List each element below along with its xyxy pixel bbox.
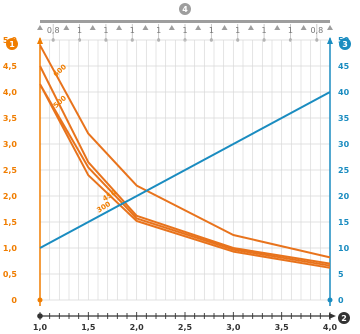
label-group: 1,0 1,5 2,0 2,5 3,0 3,5 4,0 0 0,5 1,0 1,5 2,0 2,5 3,0… [3, 36, 350, 332]
support-triangle [221, 25, 228, 30]
y-left-axis-arrow [37, 37, 43, 44]
span-bar-line [40, 20, 330, 23]
support-triangle [63, 25, 70, 30]
y-right-tick-label: 5 [338, 270, 344, 279]
series-line-500 [39, 65, 331, 265]
span-label: 1 [209, 26, 214, 35]
span-label: 0,8 [310, 26, 323, 35]
badge-x-label: 2 [341, 314, 347, 323]
badge-y-right-label: 3 [342, 40, 348, 49]
support-triangle [116, 25, 123, 30]
y-left-tick-label: 1,0 [3, 244, 18, 253]
support-triangle [300, 25, 307, 30]
x-tick-label: 1,0 [33, 323, 48, 332]
badge-x-circle [338, 312, 350, 324]
y-right-tick-label: 10 [338, 244, 350, 253]
span-label: 1 [130, 26, 135, 35]
span-label: 1 [288, 26, 293, 35]
support-triangle [195, 25, 202, 30]
support-triangle [274, 25, 281, 30]
y-left-tick-label: 2,0 [3, 192, 18, 201]
x-tick-label: 1,5 [81, 323, 96, 332]
badge-y-left-circle [6, 38, 18, 50]
support-triangle [327, 25, 333, 30]
badge-group: 4 1 3 2 [6, 3, 351, 324]
y-left-tick-label: 4,5 [3, 62, 18, 71]
span-label: 1 [156, 26, 161, 35]
series-line-right-axis [39, 91, 331, 249]
y-left-tick-label: 4,0 [3, 88, 18, 97]
x-tick-label: 4,0 [323, 323, 338, 332]
y-left-tick-label: 3,5 [3, 114, 18, 123]
y-left-zero-dot [37, 297, 43, 303]
axes [37, 37, 336, 320]
span-label: 1 [103, 26, 108, 35]
x-tick-label: 3,0 [226, 323, 241, 332]
support-triangle [89, 25, 96, 30]
x-axis-arrow [329, 313, 336, 319]
y-right-tick-label: 15 [338, 218, 350, 227]
span-bar: 0,8 1 1 1 1 1 1 1 1 1 0,8 [37, 20, 333, 42]
series-line-600 [39, 44, 331, 259]
span-label: 0,8 [47, 26, 60, 35]
y-right-tick-label: 20 [338, 192, 350, 201]
span-label: 1 [182, 26, 187, 35]
y-left-tick-label: 3,0 [3, 140, 18, 149]
span-label: 1 [262, 26, 267, 35]
support-triangle [142, 25, 149, 30]
y-left-tick-label: 2,5 [3, 166, 18, 175]
span-label: 1 [77, 26, 82, 35]
span-label: 1 [235, 26, 240, 35]
series-group [39, 44, 331, 269]
badge-y-right-circle [339, 38, 351, 50]
x-tick-label: 2,5 [178, 323, 193, 332]
support-triangle [168, 25, 175, 30]
badge-span-label: 4 [182, 5, 188, 14]
series-line-300 [39, 83, 331, 269]
y-right-tick-label: 45 [338, 62, 350, 71]
y-left-tick-label: 1,5 [3, 218, 18, 227]
y-right-tick-label: 30 [338, 140, 350, 149]
series-line-450 [39, 83, 331, 267]
y-right-tick-label: 25 [338, 166, 350, 175]
y-right-tick-label: 0 [338, 296, 344, 305]
support-triangle [37, 25, 43, 30]
y-right-axis-arrow [327, 37, 333, 44]
y-left-tick-label: 0,5 [3, 270, 18, 279]
badge-span-circle [179, 3, 191, 15]
x-tick-label: 3,5 [275, 323, 290, 332]
y-right-zero-dot [327, 297, 333, 303]
badge-y-left-label: 1 [9, 40, 15, 49]
series-label-600: 600 [52, 63, 68, 79]
y-right-tick-label: 40 [338, 88, 350, 97]
x-tick-label: 2,0 [130, 323, 145, 332]
support-triangle [247, 25, 254, 30]
y-left-tick-label: 0 [11, 296, 17, 305]
y-right-tick-label: 35 [338, 114, 350, 123]
